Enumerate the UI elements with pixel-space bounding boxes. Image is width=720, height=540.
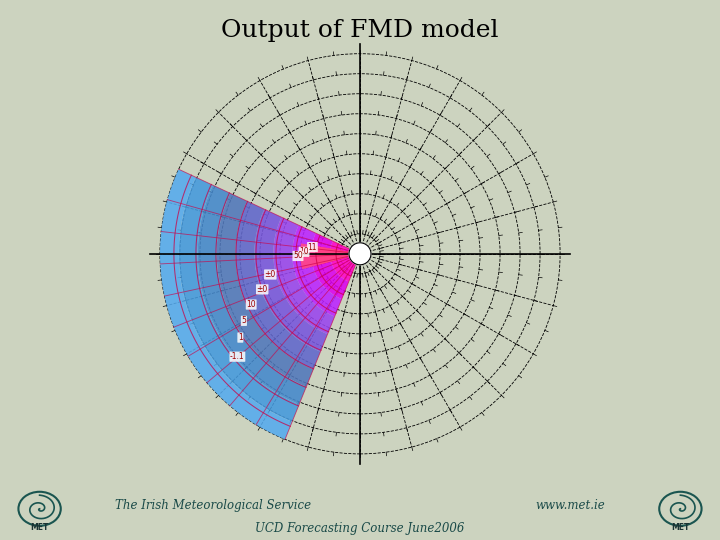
Text: 1: 1 bbox=[238, 333, 243, 342]
Wedge shape bbox=[311, 233, 348, 299]
Wedge shape bbox=[333, 249, 349, 261]
Circle shape bbox=[349, 243, 371, 265]
Text: www.met.ie: www.met.ie bbox=[535, 498, 605, 511]
Text: 11: 11 bbox=[307, 242, 318, 252]
Text: UCD Forecasting Course June2006: UCD Forecasting Course June2006 bbox=[256, 522, 464, 535]
Text: 5: 5 bbox=[241, 316, 246, 325]
Text: 10: 10 bbox=[246, 300, 256, 309]
Wedge shape bbox=[198, 185, 306, 404]
Wedge shape bbox=[235, 201, 320, 369]
Wedge shape bbox=[254, 209, 328, 352]
Text: 50: 50 bbox=[293, 252, 303, 260]
Wedge shape bbox=[300, 244, 349, 269]
Text: Output of FMD model: Output of FMD model bbox=[221, 19, 499, 42]
Text: -1.1: -1.1 bbox=[230, 352, 245, 361]
Wedge shape bbox=[292, 225, 342, 316]
Wedge shape bbox=[274, 217, 335, 334]
Wedge shape bbox=[330, 241, 356, 281]
Text: The Irish Meteorological Service: The Irish Meteorological Service bbox=[115, 498, 311, 511]
Wedge shape bbox=[317, 246, 349, 265]
Text: ±0: ±0 bbox=[265, 270, 276, 279]
Text: ±0: ±0 bbox=[256, 285, 268, 294]
Text: MET: MET bbox=[671, 523, 690, 532]
Text: 10: 10 bbox=[300, 247, 309, 256]
Wedge shape bbox=[179, 177, 300, 422]
Wedge shape bbox=[217, 193, 313, 387]
Text: MET: MET bbox=[30, 523, 49, 532]
Wedge shape bbox=[160, 169, 292, 440]
